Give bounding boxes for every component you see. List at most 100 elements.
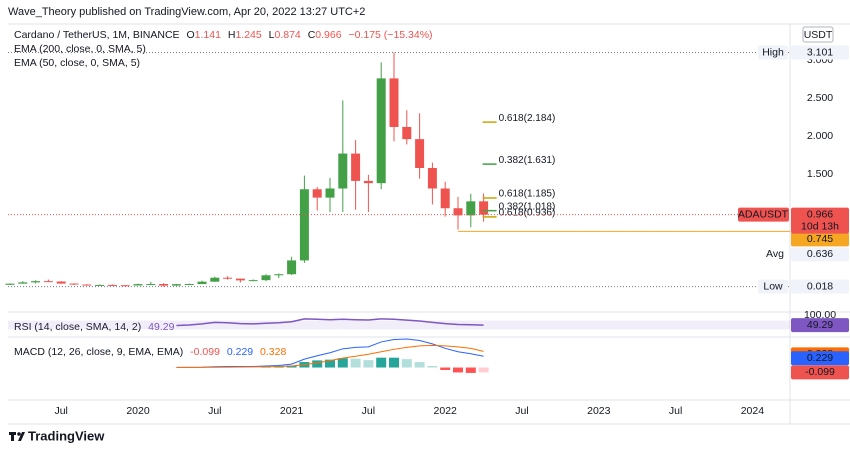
macd-histogram-bar bbox=[440, 367, 451, 370]
ohlc-key: C bbox=[308, 29, 316, 41]
candle-body bbox=[415, 139, 425, 168]
candle-body bbox=[453, 208, 463, 216]
y-tick-label: 2.000 bbox=[807, 130, 833, 142]
macd-histogram-bar bbox=[401, 359, 412, 368]
candle-body bbox=[95, 284, 105, 286]
candle-body bbox=[184, 284, 194, 286]
macd-badge: 0.229 bbox=[807, 352, 833, 364]
rsi-badge: 49.29 bbox=[807, 319, 833, 331]
macd-histogram-bar bbox=[312, 360, 323, 368]
high_label-value: 3.101 bbox=[807, 46, 833, 58]
fib-label: 0.618(0.936) bbox=[499, 208, 556, 219]
candle-body bbox=[248, 280, 258, 282]
ohlc-value: 1.245 bbox=[235, 29, 261, 41]
low_label-value-bg bbox=[791, 279, 849, 294]
legend-main: Cardano / TetherUS, 1M, BINANCE O1.141 H… bbox=[14, 29, 433, 41]
candle-body bbox=[56, 281, 66, 284]
x-tick-label: 2023 bbox=[587, 405, 611, 417]
candle-body bbox=[299, 189, 309, 261]
candle-body bbox=[312, 189, 322, 198]
candle-body bbox=[5, 283, 15, 285]
low_label-name: Low bbox=[763, 280, 783, 292]
currency-label: USDT bbox=[804, 29, 833, 41]
ohlc-value: 1.141 bbox=[195, 29, 221, 41]
x-tick-label: 2021 bbox=[280, 405, 304, 417]
macd-histogram-bar bbox=[337, 358, 348, 368]
macd-histogram-bar bbox=[478, 367, 489, 373]
candle-body bbox=[479, 201, 489, 215]
brand-name: TradingView bbox=[28, 428, 105, 443]
candle-body bbox=[363, 180, 373, 184]
x-tick-label: Jul bbox=[54, 405, 67, 417]
fib-label: 0.382(1.018) bbox=[499, 201, 556, 212]
level-value-bg bbox=[791, 232, 849, 247]
macd-histogram-bar bbox=[414, 362, 425, 368]
x-tick-label: 2024 bbox=[741, 405, 765, 417]
candle-body bbox=[274, 274, 284, 276]
candle-body bbox=[235, 278, 245, 281]
macd-histogram-bar bbox=[453, 367, 463, 373]
rsi-badge-bg bbox=[791, 318, 849, 333]
candle-body bbox=[466, 201, 476, 216]
high_label-name-bg bbox=[758, 45, 788, 60]
macd-histogram-bar bbox=[363, 360, 374, 368]
macd-histogram-bar bbox=[389, 357, 399, 368]
ohlc-key: H bbox=[228, 29, 236, 41]
ohlc-value: 0.966 bbox=[315, 29, 341, 41]
candle-body bbox=[18, 282, 28, 284]
macd-hist-value: -0.099 bbox=[190, 346, 220, 358]
fib-label: 0.618(1.185) bbox=[499, 189, 556, 200]
currency-box[interactable] bbox=[802, 26, 834, 43]
low_label-name-bg bbox=[758, 279, 788, 294]
signal-value: 0.328 bbox=[260, 346, 286, 358]
candle-body bbox=[440, 188, 450, 209]
candle-body bbox=[210, 277, 220, 282]
level-value: 0.745 bbox=[807, 233, 833, 245]
candle-body bbox=[107, 284, 117, 286]
symbol-badge: ADAUSDT bbox=[738, 208, 789, 220]
x-tick-label: 2022 bbox=[434, 405, 458, 417]
low_label-value: 0.018 bbox=[807, 280, 833, 292]
ohlc-key: O bbox=[186, 29, 194, 41]
change: −0.175 (−15.34%) bbox=[348, 29, 432, 41]
fib-label: 0.618(2.184) bbox=[499, 113, 556, 124]
macd-legend: MACD (12, 26, close, 9, EMA, EMA) -0.099… bbox=[14, 346, 286, 358]
logo-shape bbox=[11, 432, 14, 441]
x-tick-label: Jul bbox=[669, 405, 682, 417]
candle-body bbox=[69, 283, 79, 285]
macd-line bbox=[176, 344, 484, 368]
y-tick-label: 1.500 bbox=[807, 168, 833, 180]
x-tick-label: Jul bbox=[362, 405, 375, 417]
macd-histogram-bar bbox=[427, 366, 438, 368]
fib-label: 0.382(1.631) bbox=[499, 155, 556, 166]
avg-value-bg bbox=[791, 247, 849, 262]
macd-badge-bg bbox=[791, 351, 849, 366]
candle-body bbox=[146, 284, 156, 286]
x-tick-label: Jul bbox=[208, 405, 221, 417]
indicator-label: EMA (50, close, 0, SMA, 5) bbox=[14, 57, 140, 69]
macd-line bbox=[176, 338, 484, 368]
y-tick-label: 2.500 bbox=[807, 92, 833, 104]
avg-value: 0.636 bbox=[807, 248, 833, 260]
brand-logo bbox=[9, 432, 25, 441]
candle-body bbox=[197, 281, 207, 285]
candle-body bbox=[325, 188, 335, 198]
candle-body bbox=[351, 153, 361, 181]
indicator-label: EMA (200, close, 0, SMA, 5) bbox=[14, 43, 146, 55]
x-tick-label: Jul bbox=[515, 405, 528, 417]
macd-histogram-bar bbox=[465, 367, 476, 373]
candle-body bbox=[223, 277, 233, 279]
symbol: Cardano / TetherUS, 1M, BINANCE bbox=[14, 29, 180, 41]
histogram-badge-bg bbox=[791, 365, 849, 380]
y-tick-label: 100.00 bbox=[804, 309, 836, 321]
candle-body bbox=[159, 284, 169, 286]
rsi-legend: RSI (14, close, SMA, 14, 2) 49.29 bbox=[14, 321, 175, 333]
candle-body bbox=[376, 78, 386, 184]
candle-body bbox=[31, 281, 41, 283]
last-price-bg bbox=[791, 207, 849, 234]
high_label-value-bg bbox=[791, 45, 849, 60]
macd-histogram-bar bbox=[325, 359, 335, 368]
logo-shape bbox=[18, 432, 25, 441]
